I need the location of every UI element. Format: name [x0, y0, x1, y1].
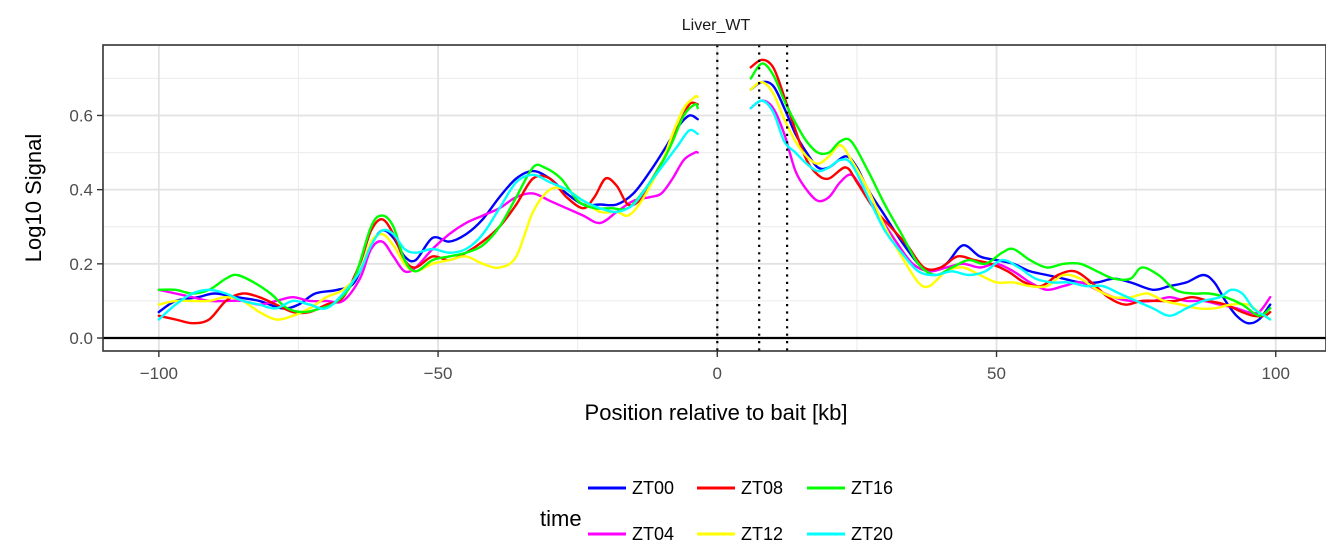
- legend-item-zt08: ZT08: [697, 478, 783, 498]
- legend-item-zt16: ZT16: [807, 478, 893, 498]
- x-tick-label: −50: [424, 364, 453, 383]
- y-axis-title: Log10 Signal: [21, 134, 46, 262]
- plot-panel: [102, 44, 1326, 352]
- x-tick-label: 50: [987, 364, 1006, 383]
- y-tick-label: 0.6: [69, 106, 93, 125]
- legend-item-zt20: ZT20: [807, 524, 893, 544]
- facet-title: Liver_WT: [682, 17, 751, 34]
- y-tick-label: 0.2: [69, 255, 93, 274]
- legend-item-zt00: ZT00: [588, 478, 674, 498]
- x-tick-label: −100: [140, 364, 178, 383]
- legend-label: ZT20: [851, 524, 893, 544]
- series-line-zt12: [749, 80, 1272, 321]
- series-line-zt04: [749, 99, 1272, 315]
- series-line-zt20: [157, 128, 699, 321]
- legend-label: ZT00: [632, 478, 674, 498]
- legend-label: ZT16: [851, 478, 893, 498]
- x-tick-label: 0: [713, 364, 722, 383]
- x-axis-title: Position relative to bait [kb]: [585, 400, 848, 425]
- panel-border: [102, 44, 1326, 352]
- legend-label: ZT08: [741, 478, 783, 498]
- y-axis-ticks: 0.0 0.2 0.4 0.6: [69, 106, 103, 348]
- legend-label: ZT12: [741, 524, 783, 544]
- series-lines: [157, 58, 1272, 325]
- legend: time ZT00 ZT08 ZT16 ZT04 ZT12 ZT20: [540, 478, 893, 544]
- y-tick-label: 0.4: [69, 181, 93, 200]
- x-axis-ticks: −100 −50 0 50 100: [140, 351, 1290, 383]
- x-tick-label: 100: [1262, 364, 1290, 383]
- legend-label: ZT04: [632, 524, 674, 544]
- series-line-zt08: [749, 58, 1272, 318]
- series-line-zt00: [749, 80, 1272, 325]
- legend-item-zt04: ZT04: [588, 524, 674, 544]
- series-line-zt16: [749, 62, 1272, 317]
- legend-title: time: [540, 506, 582, 531]
- y-tick-label: 0.0: [69, 329, 93, 348]
- series-line-zt12: [157, 94, 699, 321]
- legend-item-zt12: ZT12: [697, 524, 783, 544]
- legend-items: ZT00 ZT08 ZT16 ZT04 ZT12 ZT20: [588, 478, 893, 544]
- series-line-zt20: [749, 99, 1272, 321]
- panel-background: [103, 45, 1326, 351]
